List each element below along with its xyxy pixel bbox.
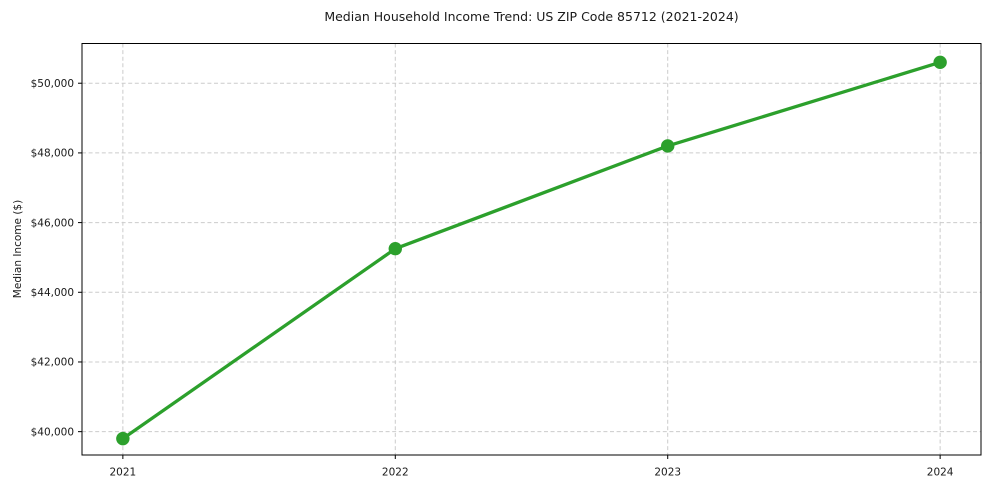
data-point <box>661 139 675 153</box>
plot-area: 2021 2022 2023 2024 $40,000 $42,000 $44,000 $46… <box>31 43 982 479</box>
y-tick-label: $50,000 <box>31 78 74 90</box>
y-tick-label: $42,000 <box>31 357 74 369</box>
y-tick-label: $46,000 <box>31 217 74 229</box>
plot-border <box>81 43 982 456</box>
data-line <box>121 60 942 441</box>
chart-title: Median Household Income Trend: US ZIP Co… <box>324 9 738 24</box>
y-tick-label: $48,000 <box>31 148 74 160</box>
y-tick-label: $40,000 <box>31 426 74 438</box>
x-tick-label: 2021 <box>109 467 136 479</box>
y-axis-label: Median Income ($) <box>12 200 24 298</box>
data-point <box>116 431 130 446</box>
x-tick-label: 2024 <box>927 467 954 479</box>
y-tick-label: $44,000 <box>31 287 74 299</box>
x-tick-label: 2022 <box>382 467 409 479</box>
data-point <box>388 242 402 256</box>
x-tick-label: 2023 <box>654 467 681 479</box>
data-point <box>933 55 947 70</box>
